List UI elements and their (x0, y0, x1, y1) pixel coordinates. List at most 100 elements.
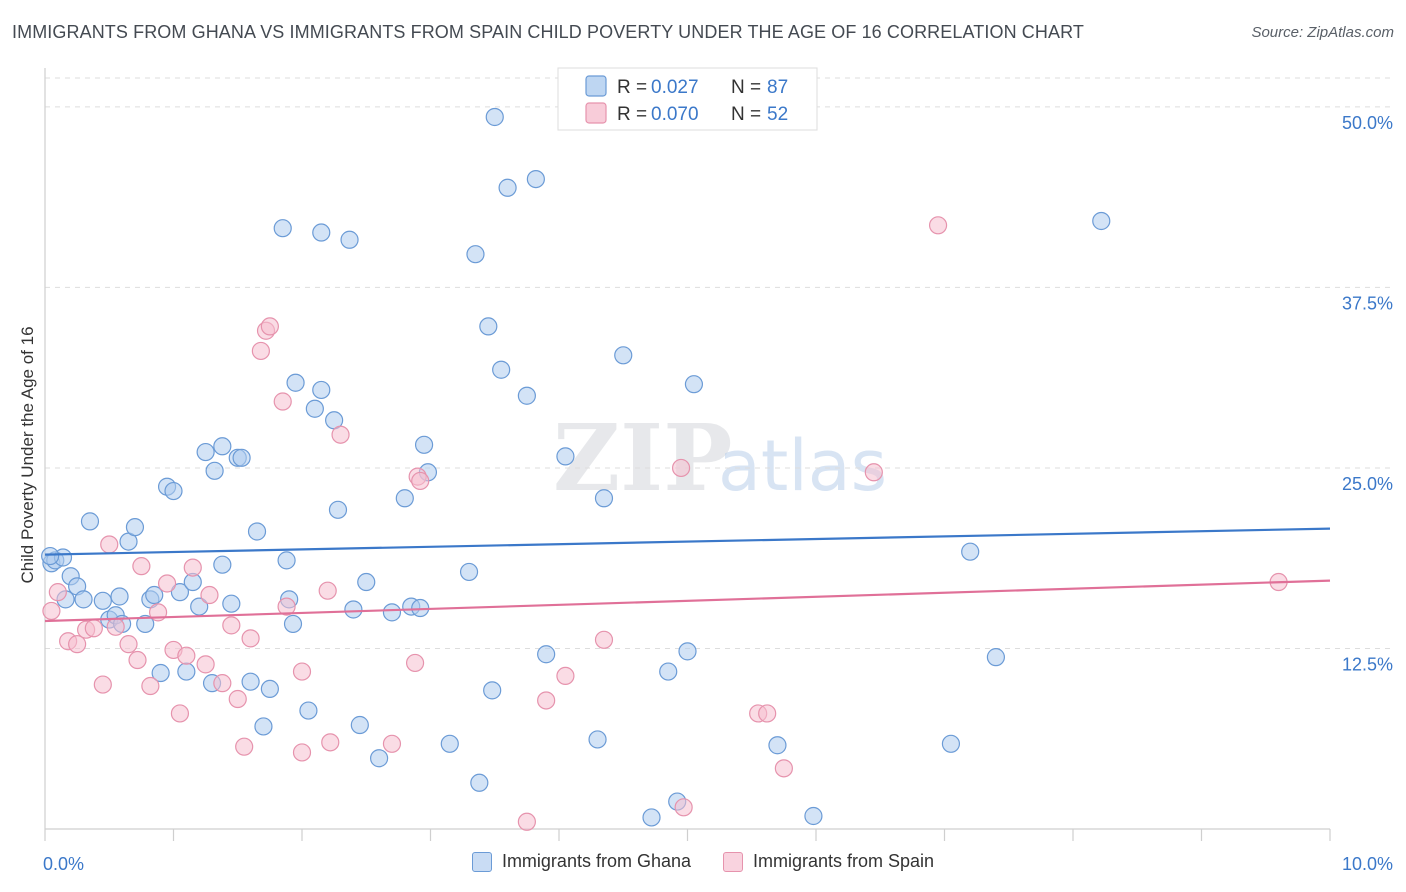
ghana-point (170, 583, 190, 602)
series-ghana (41, 107, 1111, 827)
ghana-point (382, 603, 402, 622)
bottom-legend-label-ghana: Immigrants from Ghana (501, 851, 691, 871)
ghana-point (232, 448, 251, 467)
spain-point (292, 662, 312, 681)
ghana-point (41, 546, 60, 566)
spain-point (68, 635, 87, 654)
spain-point (411, 471, 430, 491)
legend-r-label: R = (617, 77, 647, 98)
spain-point (260, 317, 279, 336)
spain-point (382, 734, 402, 753)
legend-swatch-spain (585, 102, 607, 124)
spain-swatch (723, 851, 743, 872)
spain-point (157, 574, 177, 593)
legend-n-value: 52 (767, 104, 788, 125)
y-tick-label: 50.0% (1342, 113, 1393, 133)
ghana-point (254, 717, 273, 736)
ghana-point (395, 489, 414, 508)
ghana-point (470, 773, 489, 792)
spain-point (196, 655, 215, 674)
spain-point (671, 458, 691, 478)
spain-point (292, 743, 312, 762)
ghana-point (164, 481, 183, 501)
bottom-legend-item-ghana[interactable]: Immigrants from Ghana (471, 851, 691, 872)
ghana-point (466, 245, 485, 264)
spain-point (100, 535, 119, 554)
ghana-point (213, 555, 232, 574)
source-label: Source: ZipAtlas.com (1251, 24, 1394, 41)
series-spain (42, 216, 1288, 831)
spain-point (318, 581, 337, 600)
ghana-point (273, 219, 292, 238)
legend-swatch-ghana (585, 75, 607, 97)
ghana-swatch (471, 851, 492, 872)
spain-point (556, 666, 575, 686)
ghana-point (414, 435, 434, 454)
ghana-point (222, 594, 241, 613)
ghana-point (312, 380, 331, 400)
ghana-point (299, 701, 318, 720)
spain-point (277, 597, 296, 616)
spain-point (132, 557, 151, 576)
ghana-point (93, 591, 112, 610)
ghana-point (312, 223, 331, 242)
spain-point (183, 558, 202, 577)
ghana-point (594, 489, 614, 508)
ghana-point (961, 542, 980, 561)
spain-point (119, 635, 138, 654)
spain-point (241, 629, 260, 648)
spain-point (200, 585, 219, 605)
x-tick-label: 10.0% (1342, 854, 1393, 874)
bottom-legend: Immigrants from Ghana Immigrants from Sp… (0, 851, 1406, 872)
ghana-point (344, 600, 363, 619)
spain-point (273, 392, 292, 411)
spain-point (537, 691, 556, 710)
spain-point (141, 676, 160, 696)
ghana-point (136, 614, 155, 634)
ghana-point (196, 442, 215, 462)
bottom-legend-item-spain[interactable]: Immigrants from Spain (723, 851, 934, 872)
ghana-point (125, 518, 145, 537)
ghana-trend-line (44, 527, 1331, 556)
y-axis-label: Child Poverty Under the Age of 16 (18, 326, 37, 583)
ghana-point (213, 437, 232, 456)
ghana-point (260, 679, 279, 699)
ghana-point (286, 373, 305, 392)
ghana-point (305, 399, 324, 418)
ghana-point (459, 562, 479, 582)
ghana-point (941, 734, 961, 753)
ghana-point (659, 662, 678, 681)
ghana-point (177, 662, 196, 681)
ghana-point (357, 572, 376, 592)
bottom-legend-label-spain: Immigrants from Spain (753, 851, 935, 871)
spain-point (517, 812, 536, 831)
ghana-point (145, 585, 164, 605)
legend-r-value: 0.070 (651, 104, 699, 125)
ghana-point (768, 736, 787, 755)
watermark-atlas: atlas (718, 425, 887, 507)
spain-point (251, 341, 270, 361)
ghana-point (151, 663, 170, 683)
ghana-point (340, 230, 359, 249)
spain-point (228, 689, 247, 709)
spain-point (213, 674, 232, 693)
ghana-point (283, 614, 303, 634)
ghana-point (986, 648, 1006, 667)
ghana-point (684, 375, 704, 394)
spain-point (48, 583, 67, 602)
legend-n-label: N = (731, 104, 761, 125)
ghana-point (479, 317, 498, 336)
ghana-point (485, 107, 504, 127)
spain-point (170, 704, 190, 723)
legend-n-value: 87 (767, 77, 788, 98)
x-tick-label: 0.0% (43, 854, 84, 874)
spain-point (758, 704, 777, 723)
spain-point (774, 759, 793, 778)
ghana-point (80, 512, 100, 531)
y-tick-label: 12.5% (1342, 654, 1393, 674)
spain-point (235, 737, 254, 756)
ghana-point (1092, 211, 1111, 231)
legend-r-label: R = (617, 104, 647, 125)
watermark-zip: ZIP (553, 404, 732, 512)
